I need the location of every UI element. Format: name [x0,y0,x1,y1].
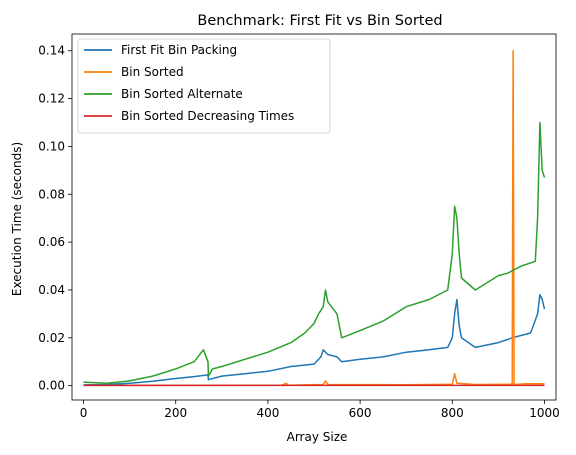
x-axis-label: Array Size [287,430,348,444]
series-line-2 [83,49,545,387]
series-line-1 [83,293,546,386]
chart-title: Benchmark: First Fit vs Bin Sorted [197,13,442,29]
series-line-3 [83,121,546,385]
y-tick-label: 0.06 [38,235,65,249]
legend-label-3: Bin Sorted Alternate [121,87,243,101]
legend-label-2: Bin Sorted [121,65,184,79]
y-tick-label: 0.04 [38,283,65,297]
legend-label-4: Bin Sorted Decreasing Times [121,109,294,123]
y-tick-label: 0.14 [38,44,65,58]
plot-area [83,49,546,387]
x-tick-label: 0 [80,406,88,420]
x-tick-label: 1000 [529,406,560,420]
legend-box [77,38,331,134]
legend-label-1: First Fit Bin Packing [121,43,237,57]
x-tick-label: 800 [441,406,464,420]
x-tick-label: 600 [349,406,372,420]
y-tick-label: 0.12 [38,92,65,106]
y-axis: 0.00 0.02 0.04 0.06 0.08 0.10 0.12 0.14 [38,44,72,393]
y-tick-label: 0.10 [38,139,65,153]
x-tick-label: 400 [256,406,279,420]
plot-frame [71,33,557,401]
legend: First Fit Bin Packing Bin Sorted Bin Sorte… [77,38,331,134]
y-tick-label: 0.00 [38,379,65,393]
y-axis-label: Execution Time (seconds) [10,142,24,296]
x-axis: 0 200 400 600 800 1000 [80,400,560,420]
y-tick-label: 0.02 [38,331,65,345]
y-tick-label: 0.08 [38,187,65,201]
x-tick-label: 200 [164,406,187,420]
